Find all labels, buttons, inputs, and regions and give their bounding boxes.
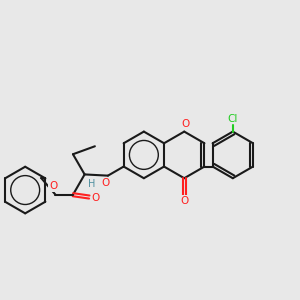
Text: O: O [181, 119, 190, 129]
Text: Cl: Cl [228, 114, 238, 124]
Text: O: O [180, 196, 188, 206]
Text: O: O [91, 193, 100, 203]
Text: O: O [101, 178, 110, 188]
Text: H: H [88, 178, 96, 189]
Text: O: O [49, 181, 57, 191]
